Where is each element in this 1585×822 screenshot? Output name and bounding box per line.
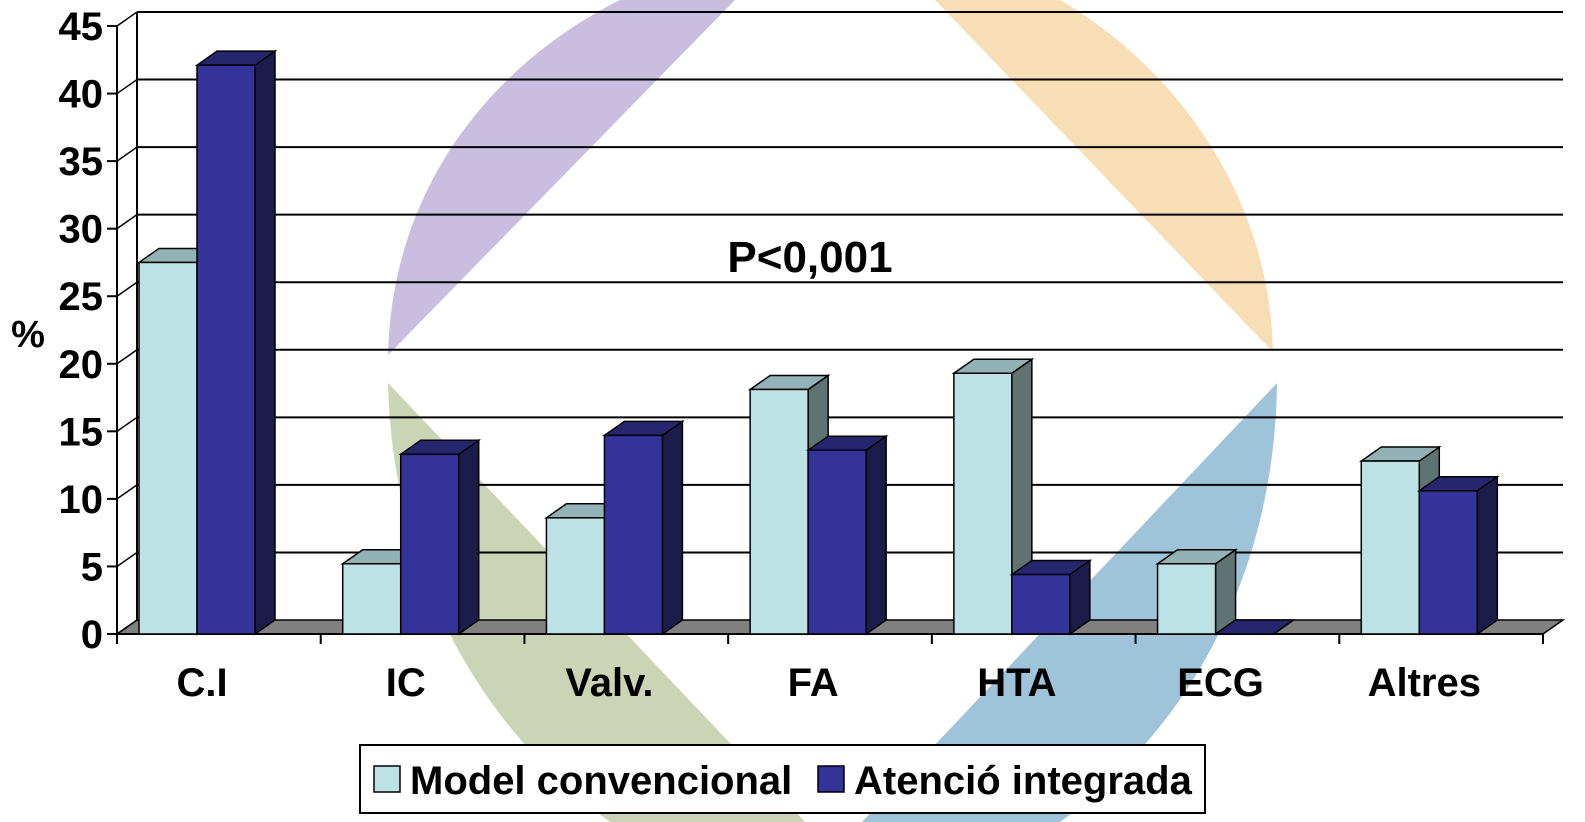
y-tick-label-40: 40	[59, 73, 104, 117]
y-tick-depth-20	[116, 349, 138, 365]
y-tick-label-30: 30	[59, 208, 104, 252]
bar-front-model-convencional-valv	[545, 517, 606, 635]
y-tick-depth-0	[116, 619, 138, 635]
bar-front-atenci-integrada-hta	[1011, 573, 1071, 635]
bar-atenci-integrada-valv	[602, 419, 685, 636]
y-tick-label-10: 10	[59, 478, 104, 522]
x-tick-label-valv: Valv.	[565, 661, 653, 705]
legend: Model convencional Atenció integrada	[359, 744, 1206, 814]
y-axis-label: %	[11, 314, 45, 356]
bar-front-model-convencional-c-i	[138, 261, 198, 635]
y-tick-depth-30	[116, 214, 138, 230]
legend-box	[359, 744, 1206, 814]
bar-atenci-integrada-ic	[398, 438, 482, 636]
y-tick-label-45: 45	[59, 5, 104, 49]
bar-front-model-convencional-ic	[341, 562, 402, 635]
y-tick-depth-35	[116, 146, 138, 162]
x-tick-label-fa: FA	[788, 661, 839, 705]
bar-model-convencional-ecg	[1155, 548, 1238, 636]
bar-front-model-convencional-altres	[1360, 460, 1421, 635]
bar-front-atenci-integrada-fa	[807, 449, 867, 635]
legend-label-atencio-integrada: Atenció integrada	[854, 759, 1193, 803]
bar-atenci-integrada-altres	[1416, 475, 1500, 636]
y-tick-depth-15	[116, 416, 138, 432]
bar-front-atenci-integrada-valv	[603, 434, 664, 635]
bars	[136, 49, 1500, 636]
bar-atenci-integrada-ecg	[1213, 619, 1296, 635]
bar-front-atenci-integrada-c-i	[196, 64, 256, 635]
y-tick-label-15: 15	[59, 410, 104, 454]
x-tick-label-hta: HTA	[977, 661, 1056, 705]
bar-front-atenci-integrada-ic	[399, 453, 460, 635]
bar-front-atenci-integrada-altres	[1418, 490, 1479, 635]
bar-side-atenci-integrada-ic	[457, 438, 480, 636]
y-tick-label-35: 35	[59, 140, 104, 184]
y-tick-depth-5	[116, 551, 138, 568]
bar-front-model-convencional-ecg	[1156, 562, 1217, 635]
p-value-annotation: P<0,001	[727, 233, 892, 282]
bar-top-atenci-integrada-ecg	[1213, 619, 1296, 635]
legend-swatch-model-convencional	[373, 765, 401, 793]
bar-atenci-integrada-fa	[805, 434, 889, 636]
bar-side-atenci-integrada-altres	[1476, 475, 1499, 636]
bar-side-atenci-integrada-valv	[661, 419, 684, 636]
x-tick-label-c-i: C.I	[176, 661, 227, 705]
y-tick-label-0: 0	[81, 613, 103, 657]
labels: 0 5 10 15 20 25 30 35 40 45 C.I IC Valv. FA HTA ECG Altr…	[59, 5, 1481, 705]
bar-side-atenci-integrada-fa	[865, 434, 887, 636]
bar-front-model-convencional-fa	[749, 388, 809, 635]
bg-arc-orange	[935, 0, 1273, 352]
legend-label-model-convencional: Model convencional	[410, 759, 792, 803]
y-tick-label-5: 5	[81, 545, 103, 589]
y-tick-label-20: 20	[59, 343, 104, 387]
y-tick-depth-45	[116, 11, 138, 27]
bar-atenci-integrada-hta	[1009, 559, 1093, 636]
bar-side-atenci-integrada-c-i	[254, 49, 276, 636]
y-tick-depth-25	[116, 281, 138, 297]
y-tick-label-25: 25	[59, 275, 104, 319]
bar-atenci-integrada-c-i	[194, 49, 278, 636]
bar-front-model-convencional-hta	[953, 372, 1013, 635]
bg-arc-purple	[388, 0, 735, 355]
x-tick-label-ic: IC	[386, 661, 426, 705]
x-tick-label-ecg: ECG	[1177, 661, 1264, 705]
y-tick-depth-40	[116, 78, 138, 95]
x-tick-label-altres: Altres	[1368, 661, 1481, 705]
legend-swatch-atencio-integrada	[817, 765, 845, 793]
y-tick-depth-10	[116, 484, 138, 500]
